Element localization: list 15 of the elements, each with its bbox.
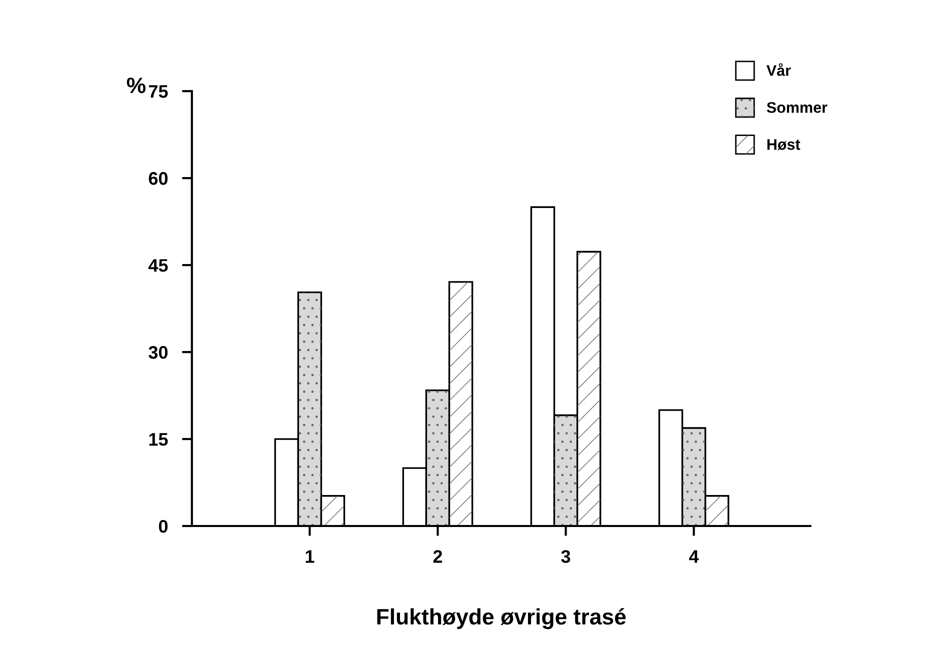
y-tick-label: 60	[148, 172, 168, 185]
x-tick-label: 4	[689, 550, 699, 563]
y-tick-label: 75	[148, 85, 168, 98]
x-tick-label: 3	[561, 550, 570, 563]
y-axis-title: %	[126, 78, 146, 94]
y-tick-label: 0	[158, 520, 168, 533]
y-tick-label: 45	[148, 259, 168, 272]
legend-label: Sommer	[766, 102, 828, 113]
y-tick-label: 30	[148, 346, 168, 359]
x-tick-label: 1	[306, 550, 314, 563]
x-tick-label: 2	[433, 550, 442, 563]
legend-label: Vår	[766, 63, 791, 76]
x-axis-title: Flukthøyde øvrige trasé	[377, 608, 626, 630]
y-tick-label: 15	[149, 433, 168, 446]
legend-label: Høst	[767, 139, 800, 150]
